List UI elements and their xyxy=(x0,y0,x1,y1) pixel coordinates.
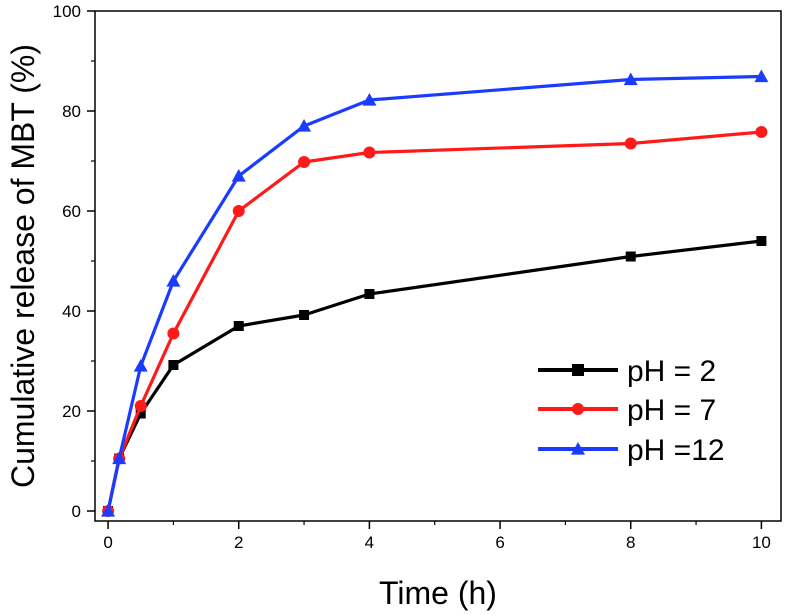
data-point xyxy=(756,236,767,246)
legend-label: pH = 7 xyxy=(627,394,716,427)
data-point xyxy=(625,251,636,262)
y-tick-label: 80 xyxy=(62,102,81,121)
data-point xyxy=(134,400,147,412)
x-tick-label: 4 xyxy=(365,533,374,552)
y-tick-label: 60 xyxy=(62,202,81,221)
data-point xyxy=(623,72,638,86)
data-point xyxy=(166,274,181,287)
x-axis-title: Time (h) xyxy=(379,575,497,611)
legend-marker xyxy=(571,442,585,455)
x-tick-label: 10 xyxy=(752,533,771,552)
x-tick-label: 0 xyxy=(103,533,112,552)
x-tick-label: 8 xyxy=(626,533,635,552)
x-tick-label: 2 xyxy=(234,533,243,552)
y-tick-label: 0 xyxy=(72,502,81,521)
legend-item: pH = 2 xyxy=(538,355,716,388)
data-point xyxy=(135,408,146,419)
data-point xyxy=(754,69,769,83)
data-point xyxy=(112,451,127,465)
series-layer xyxy=(101,69,769,517)
data-point xyxy=(133,359,148,372)
legend-label: pH =12 xyxy=(627,434,725,467)
data-point xyxy=(167,327,180,340)
legend: pH = 2 pH = 7 pH =12 xyxy=(538,355,725,467)
data-point xyxy=(363,146,376,159)
data-point xyxy=(232,205,245,217)
legend-marker xyxy=(572,403,584,415)
data-point xyxy=(298,156,311,168)
legend-marker xyxy=(572,364,584,376)
y-tick-label: 40 xyxy=(62,302,81,321)
data-point xyxy=(299,310,310,320)
major-ticks xyxy=(87,10,763,529)
data-point xyxy=(364,289,375,299)
series-triangle xyxy=(101,69,769,517)
data-point xyxy=(233,321,244,331)
data-point xyxy=(101,504,116,517)
plot-frame xyxy=(94,10,782,522)
legend-item: pH =12 xyxy=(538,434,725,467)
data-point xyxy=(755,126,768,138)
legend-label: pH = 2 xyxy=(627,355,716,388)
y-axis-title: Cumulative release of MBT (%) xyxy=(5,44,41,488)
y-tick-label: 20 xyxy=(62,402,81,421)
y-tick-label: 100 xyxy=(53,2,81,21)
data-point xyxy=(297,119,312,132)
data-point xyxy=(362,93,377,106)
minor-ticks xyxy=(91,60,697,525)
data-point xyxy=(624,137,637,150)
data-point xyxy=(168,360,179,370)
x-tick-label: 6 xyxy=(495,533,504,552)
legend-item: pH = 7 xyxy=(538,394,716,427)
data-point xyxy=(231,169,246,182)
